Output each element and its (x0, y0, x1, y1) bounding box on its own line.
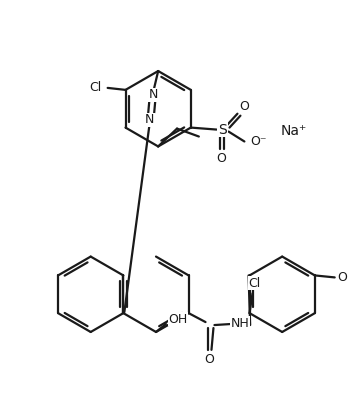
Text: NH: NH (231, 317, 250, 330)
Text: OH: OH (168, 313, 188, 326)
Text: N: N (149, 88, 158, 101)
Text: N: N (145, 113, 154, 126)
Text: O: O (240, 100, 249, 113)
Text: O: O (204, 353, 214, 366)
Text: O⁻: O⁻ (250, 135, 267, 148)
Text: S: S (218, 123, 227, 136)
Text: Cl: Cl (248, 277, 261, 290)
Text: Na⁺: Na⁺ (281, 124, 307, 138)
Text: O: O (338, 271, 348, 284)
Text: Cl: Cl (90, 81, 102, 94)
Text: O: O (217, 152, 227, 165)
